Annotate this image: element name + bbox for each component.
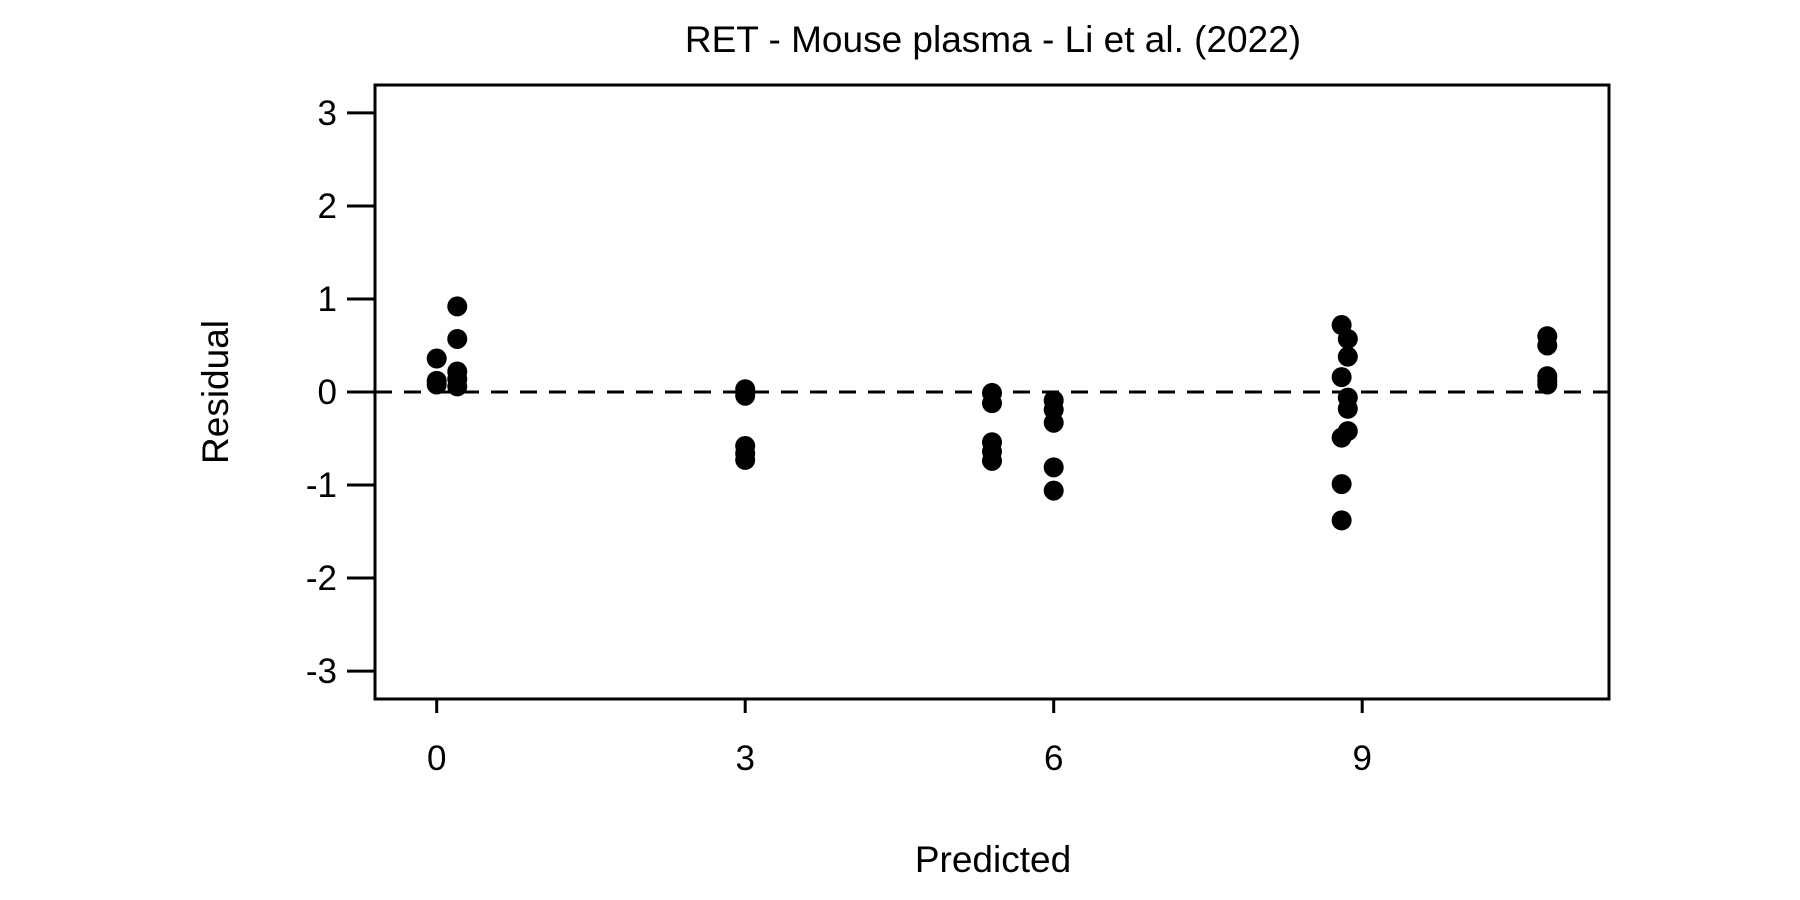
y-axis-label: Residual <box>195 320 236 464</box>
y-tick-label: -3 <box>306 652 337 691</box>
data-points <box>426 296 1558 531</box>
y-tick-label: 0 <box>318 373 337 412</box>
data-point <box>447 296 468 317</box>
data-point <box>735 385 756 406</box>
data-point <box>447 328 468 349</box>
data-point <box>1043 412 1064 433</box>
data-point <box>447 376 468 397</box>
y-tick-label: -1 <box>306 466 337 505</box>
data-point <box>426 374 447 395</box>
data-point <box>982 450 1002 471</box>
y-tick-label: -2 <box>306 559 337 598</box>
data-point <box>982 393 1002 414</box>
data-point <box>1337 421 1358 442</box>
data-point <box>1337 398 1358 419</box>
data-point <box>1331 474 1352 495</box>
x-tick-label: 9 <box>1352 739 1371 778</box>
chart-title: RET - Mouse plasma - Li et al. (2022) <box>685 19 1301 60</box>
y-tick-label: 2 <box>318 187 337 226</box>
data-point <box>1331 367 1352 388</box>
x-tick-label: 3 <box>735 739 754 778</box>
data-point <box>1043 480 1064 501</box>
y-tick-label: 3 <box>318 94 337 133</box>
data-point <box>426 348 447 369</box>
y-tick-label: 1 <box>318 280 337 319</box>
data-point <box>1337 328 1358 349</box>
data-point <box>1537 374 1558 395</box>
data-point <box>1537 335 1558 356</box>
x-tick-label: 0 <box>427 739 446 778</box>
x-tick-label: 6 <box>1044 739 1063 778</box>
data-point <box>1043 457 1064 478</box>
data-point <box>1331 510 1352 531</box>
data-point <box>735 449 756 470</box>
x-axis-label: Predicted <box>915 839 1071 880</box>
x-axis: 0 3 6 9 <box>427 699 1372 778</box>
data-point <box>1337 346 1358 367</box>
y-axis: -3 -2 -1 0 1 2 3 <box>306 94 375 691</box>
